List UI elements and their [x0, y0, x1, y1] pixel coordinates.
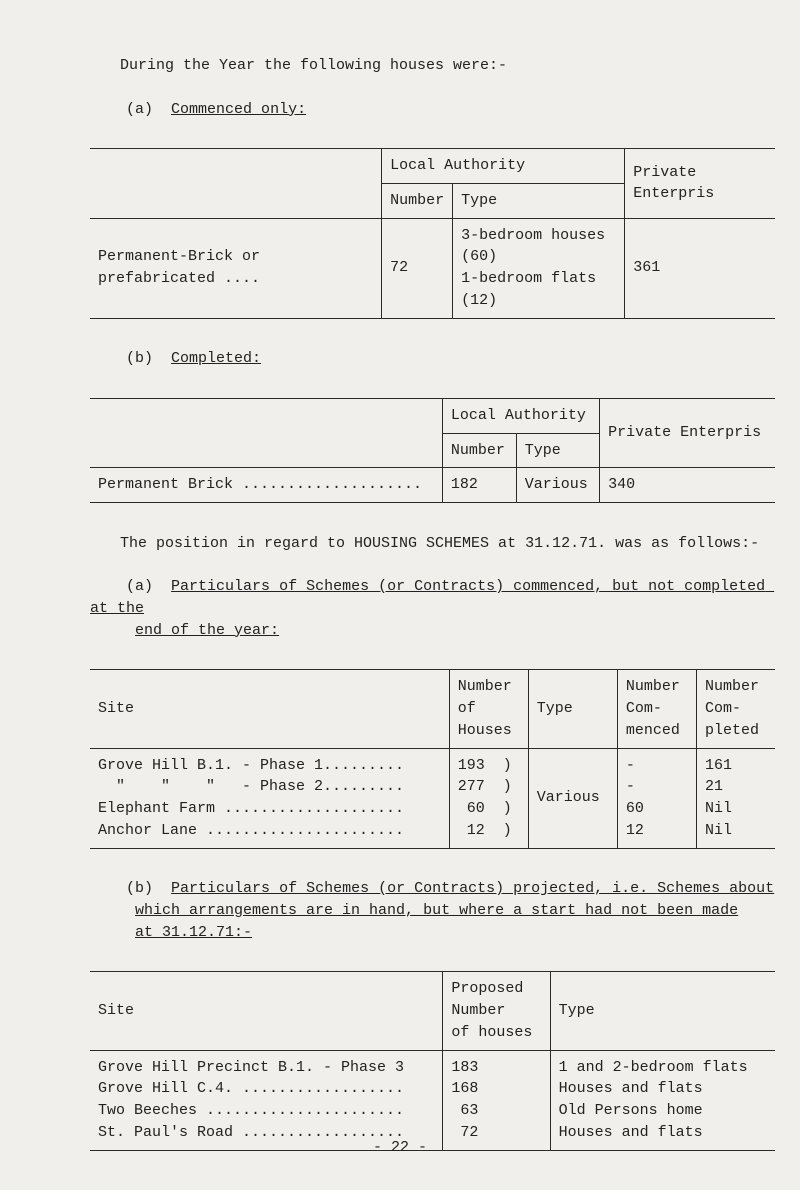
t4-site-hdr: Site: [90, 972, 443, 1050]
t1-local-auth: Local Authority: [382, 149, 625, 184]
table-row: -: [626, 755, 688, 777]
table-row: 12 ): [458, 820, 520, 842]
b2-text-l3: at 31.12.71:-: [135, 924, 252, 941]
table-row: 277 ): [458, 776, 520, 798]
intro-line: During the Year the following houses wer…: [90, 55, 775, 77]
t2-number-hdr: Number: [442, 433, 516, 468]
text-line: of houses: [451, 1022, 541, 1044]
table-row: 183: [451, 1057, 541, 1079]
t2-type-hdr: Type: [516, 433, 599, 468]
table-row: 168: [451, 1078, 541, 1100]
b2-text-l1: Particulars of Schemes (or Contracts) pr…: [171, 880, 774, 897]
table-particulars-projected: Site Proposed Number of houses Type Grov…: [90, 971, 775, 1150]
table-row: 63: [451, 1100, 541, 1122]
a2-text-l2: end of the year:: [135, 622, 279, 639]
b-label: (b): [126, 350, 153, 367]
t3-type-hdr: Type: [528, 670, 617, 748]
b2-text-l2: which arrangements are in hand, but wher…: [135, 902, 738, 919]
text-line: pleted: [705, 720, 767, 742]
table-row: Nil: [705, 820, 767, 842]
page-number: - 22 -: [0, 1139, 800, 1156]
section-a2: (a) Particulars of Schemes (or Contracts…: [90, 555, 775, 664]
t3-nh: 193 ) 277 ) 60 ) 12 ): [449, 748, 528, 848]
table-row: Grove Hill B.1. - Phase 1.........: [98, 755, 441, 777]
table-row: 21: [705, 776, 767, 798]
table-row: Elephant Farm ....................: [98, 798, 441, 820]
t4-n: 183 168 63 72: [443, 1050, 550, 1150]
text-line: 3-bedroom houses (60): [461, 225, 616, 269]
text-line: Com-: [626, 698, 688, 720]
t4-sites: Grove Hill Precinct B.1. - Phase 3 Grove…: [90, 1050, 443, 1150]
text-line: Com-: [705, 698, 767, 720]
text-line: Houses: [458, 720, 520, 742]
b2-label: (b): [126, 880, 153, 897]
t3-type-shared: Various: [528, 748, 617, 848]
table-row: Houses and flats: [559, 1078, 767, 1100]
table-row: Nil: [705, 798, 767, 820]
table-row: 60: [626, 798, 688, 820]
b-text: Completed:: [171, 350, 261, 367]
table-row: 12: [626, 820, 688, 842]
t2-local-auth: Local Authority: [442, 398, 599, 433]
t2-row-label: Permanent Brick ....................: [90, 468, 442, 503]
table-particulars-commenced: Site Number of Houses Type Number Com- m…: [90, 669, 775, 848]
t4-t: 1 and 2-bedroom flats Houses and flats O…: [550, 1050, 775, 1150]
table-row: Grove Hill Precinct B.1. - Phase 3: [98, 1057, 434, 1079]
t3-nh-hdr: Number of Houses: [449, 670, 528, 748]
t4-prop-hdr: Proposed Number of houses: [443, 972, 550, 1050]
a-label: (a): [126, 101, 153, 118]
t3-site-hdr: Site: [90, 670, 449, 748]
table-row: 60 ): [458, 798, 520, 820]
section-a: (a) Commenced only:: [90, 77, 775, 142]
table-row: Anchor Lane ......................: [98, 820, 441, 842]
t1-number-hdr: Number: [382, 183, 453, 218]
t2-private: Private Enterpris: [600, 398, 775, 468]
table-row: Grove Hill C.4. ..................: [98, 1078, 434, 1100]
t3-nc-hdr: Number Com- menced: [617, 670, 696, 748]
t1-row-number: 72: [382, 218, 453, 318]
table-commenced: Local Authority Private Enterpris Number…: [90, 148, 775, 319]
text-line: Number: [626, 676, 688, 698]
a2-text-l1: Particulars of Schemes (or Contracts) co…: [90, 578, 774, 617]
table-row: " " " - Phase 2.........: [98, 776, 441, 798]
text-line: 1-bedroom flats (12): [461, 268, 616, 312]
t2-row-type: Various: [516, 468, 599, 503]
t3-sites: Grove Hill B.1. - Phase 1......... " " "…: [90, 748, 449, 848]
t1-row-type: 3-bedroom houses (60) 1-bedroom flats (1…: [453, 218, 625, 318]
text-line: Number: [705, 676, 767, 698]
text-line: menced: [626, 720, 688, 742]
a2-label: (a): [126, 578, 153, 595]
t3-ncp-hdr: Number Com- pleted: [696, 670, 775, 748]
t1-row-private: 361: [625, 218, 775, 318]
table-row: Two Beeches ......................: [98, 1100, 434, 1122]
t1-row-label: Permanent-Brick or prefabricated ....: [90, 218, 382, 318]
t4-type-hdr: Type: [550, 972, 775, 1050]
text-line: Number: [458, 676, 520, 698]
t2-row-number: 182: [442, 468, 516, 503]
table-row: Old Persons home: [559, 1100, 767, 1122]
mid-line: The position in regard to HOUSING SCHEME…: [90, 533, 775, 555]
text-line: Proposed: [451, 978, 541, 1000]
section-b2: (b) Particulars of Schemes (or Contracts…: [90, 857, 775, 966]
table-completed: Local Authority Private Enterpris Number…: [90, 398, 775, 503]
text-line: of: [458, 698, 520, 720]
section-b: (b) Completed:: [90, 327, 775, 392]
a-text: Commenced only:: [171, 101, 306, 118]
table-row: 1 and 2-bedroom flats: [559, 1057, 767, 1079]
t3-ncp: 161 21 Nil Nil: [696, 748, 775, 848]
t3-nc: - - 60 12: [617, 748, 696, 848]
table-row: -: [626, 776, 688, 798]
t2-row-private: 340: [600, 468, 775, 503]
t1-private: Private Enterpris: [625, 149, 775, 219]
t1-type-hdr: Type: [453, 183, 625, 218]
table-row: 193 ): [458, 755, 520, 777]
table-row: 161: [705, 755, 767, 777]
text-line: Number: [451, 1000, 541, 1022]
